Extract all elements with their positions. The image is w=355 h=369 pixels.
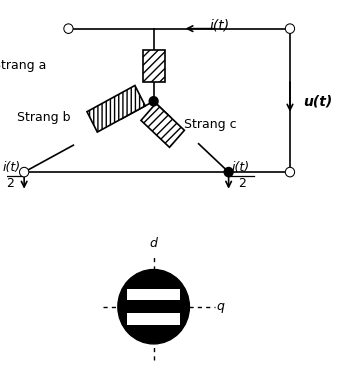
Circle shape (21, 169, 28, 176)
Text: Strang c: Strang c (184, 118, 237, 131)
Circle shape (149, 97, 158, 106)
Circle shape (118, 269, 190, 344)
Text: q: q (217, 300, 225, 313)
Text: Strang a: Strang a (0, 59, 47, 72)
Text: u(t): u(t) (304, 94, 333, 108)
Bar (141, 103, 184, 147)
Text: d: d (150, 237, 158, 250)
Circle shape (286, 169, 293, 176)
Text: Strang b: Strang b (17, 111, 71, 124)
Text: i(t): i(t) (210, 18, 230, 32)
Bar (143, 50, 165, 82)
Circle shape (286, 25, 293, 32)
Circle shape (224, 168, 233, 177)
Text: i(t): i(t) (2, 161, 21, 174)
Text: 2: 2 (238, 177, 246, 190)
Bar (87, 86, 145, 132)
Circle shape (64, 24, 73, 33)
Circle shape (20, 168, 28, 177)
Circle shape (65, 25, 72, 32)
Text: 2: 2 (7, 177, 15, 190)
Bar (127, 289, 180, 300)
Circle shape (285, 24, 294, 33)
Text: i(t): i(t) (232, 161, 250, 174)
Circle shape (285, 168, 294, 177)
Bar (127, 313, 180, 325)
